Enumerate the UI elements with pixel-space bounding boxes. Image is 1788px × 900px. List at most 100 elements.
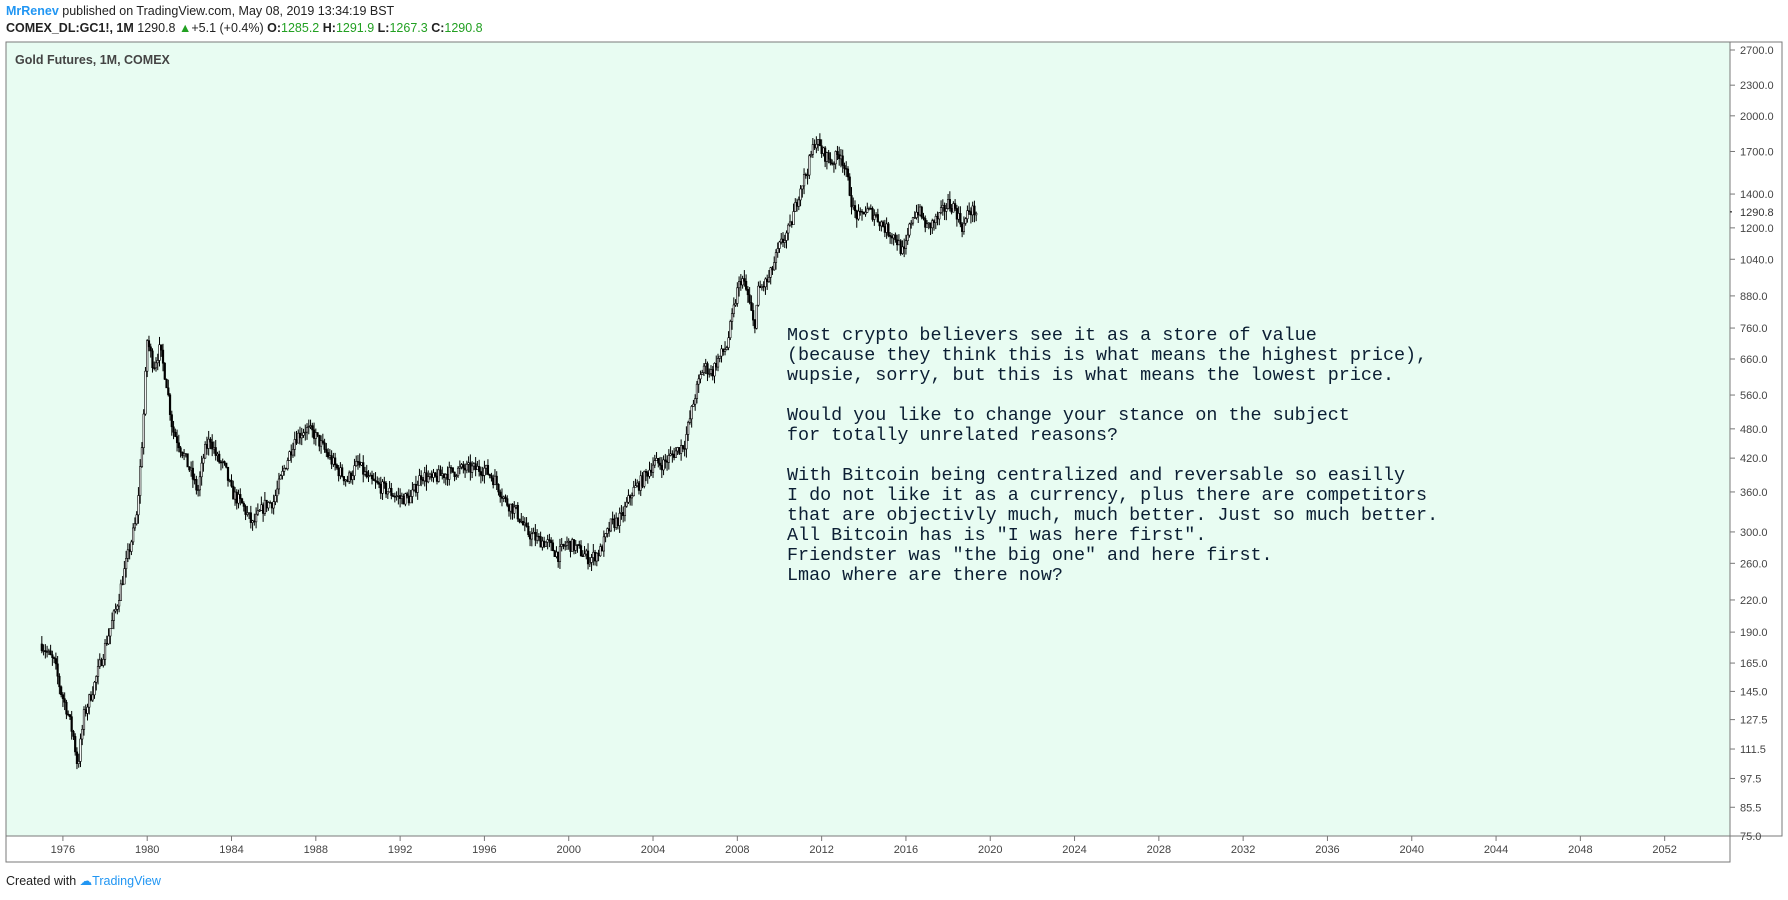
candle-body	[778, 241, 781, 249]
x-tick-label: 2036	[1315, 844, 1339, 856]
candle-body	[929, 222, 932, 229]
candle-body	[132, 527, 135, 543]
candle-body	[841, 155, 844, 166]
candle-body	[665, 460, 669, 463]
candle-body	[112, 610, 115, 621]
candle-body	[103, 642, 107, 660]
x-tick-label: 2016	[894, 844, 918, 856]
candle-body	[309, 425, 312, 427]
candle-body	[307, 426, 310, 428]
candle-body	[328, 455, 331, 458]
candle-body	[593, 551, 597, 562]
candle-body	[44, 650, 47, 653]
candle-body	[209, 438, 212, 443]
candle-body	[674, 450, 677, 458]
candle-body	[943, 204, 946, 212]
candle-body	[286, 460, 289, 470]
candle-body	[764, 278, 767, 288]
candle-body	[588, 562, 591, 565]
candle-body	[481, 474, 484, 477]
candle-body	[766, 278, 769, 282]
candle-body	[316, 432, 319, 436]
candle-body	[887, 223, 890, 236]
candle-body	[160, 344, 163, 351]
candle-body	[369, 474, 372, 477]
candle-body	[428, 473, 432, 477]
candle-body	[576, 544, 579, 546]
candle-body	[144, 370, 147, 415]
candle-body	[599, 546, 602, 557]
x-tick-label: 2048	[1568, 844, 1592, 856]
candle-body	[325, 449, 328, 453]
candle-body	[397, 495, 400, 497]
time-axis-area[interactable]	[5, 835, 1731, 863]
candle-body	[284, 467, 288, 470]
candle-body	[613, 518, 616, 528]
candle-body	[356, 461, 360, 463]
candle-body	[639, 475, 642, 491]
y-tick-label: 260.0	[1740, 558, 1768, 570]
candle-body	[616, 517, 620, 526]
candle-body	[295, 439, 298, 444]
y-tick-label: 85.5	[1740, 802, 1761, 814]
candle-body	[755, 304, 758, 329]
candle-body	[102, 659, 105, 666]
candle-body	[608, 528, 611, 532]
tradingview-logo-icon[interactable]: ☁	[79, 874, 93, 888]
candle-body	[952, 203, 955, 213]
plot-area[interactable]	[5, 41, 1731, 837]
candle-body	[444, 474, 447, 479]
candle-body	[864, 212, 867, 215]
price-axis-area[interactable]	[1729, 41, 1783, 837]
candle-body	[530, 533, 533, 540]
candle-body	[801, 185, 804, 190]
candle-body	[312, 429, 316, 439]
candle-body	[578, 544, 581, 546]
candle-body	[569, 540, 572, 552]
candle-body	[139, 466, 142, 496]
candle-body	[407, 495, 410, 504]
candle-body	[716, 358, 720, 368]
candle-body	[47, 650, 50, 653]
candle-body	[242, 502, 245, 507]
tradingview-link[interactable]: TradingView	[92, 874, 161, 888]
candle-body	[876, 214, 879, 223]
candle-body	[790, 221, 793, 225]
candle-body	[827, 152, 830, 160]
candle-body	[602, 536, 605, 552]
candle-body	[936, 215, 939, 220]
candle-body	[262, 504, 265, 514]
candle-body	[377, 482, 381, 485]
candle-body	[256, 510, 259, 515]
candle-body	[344, 479, 347, 482]
candle-body	[198, 476, 201, 491]
candle-body	[869, 208, 872, 210]
candle-body	[53, 657, 56, 659]
candle-body	[961, 223, 964, 232]
candle-body	[460, 464, 463, 468]
candle-body	[140, 447, 144, 467]
annotation-line: Lmao where are there now?	[787, 565, 1063, 586]
candle-body	[462, 464, 465, 469]
candle-body	[442, 473, 446, 479]
candle-body	[962, 222, 965, 232]
candle-body	[56, 663, 59, 677]
candle-body	[781, 238, 785, 243]
candle-body	[687, 422, 690, 435]
candle-body	[804, 174, 807, 176]
candle-body	[341, 467, 344, 477]
author-link[interactable]: MrRenev	[6, 4, 59, 18]
candle-body	[934, 215, 937, 223]
candle-body	[572, 539, 576, 551]
candle-body	[783, 240, 786, 243]
candle-body	[200, 462, 203, 478]
candle-body	[230, 480, 233, 487]
candle-body	[574, 545, 577, 551]
candle-body	[860, 211, 864, 213]
candle-body	[660, 465, 663, 471]
candle-body	[918, 206, 922, 216]
candle-body	[63, 698, 66, 703]
x-tick-label: 1976	[51, 844, 75, 856]
candle-body	[153, 367, 156, 369]
